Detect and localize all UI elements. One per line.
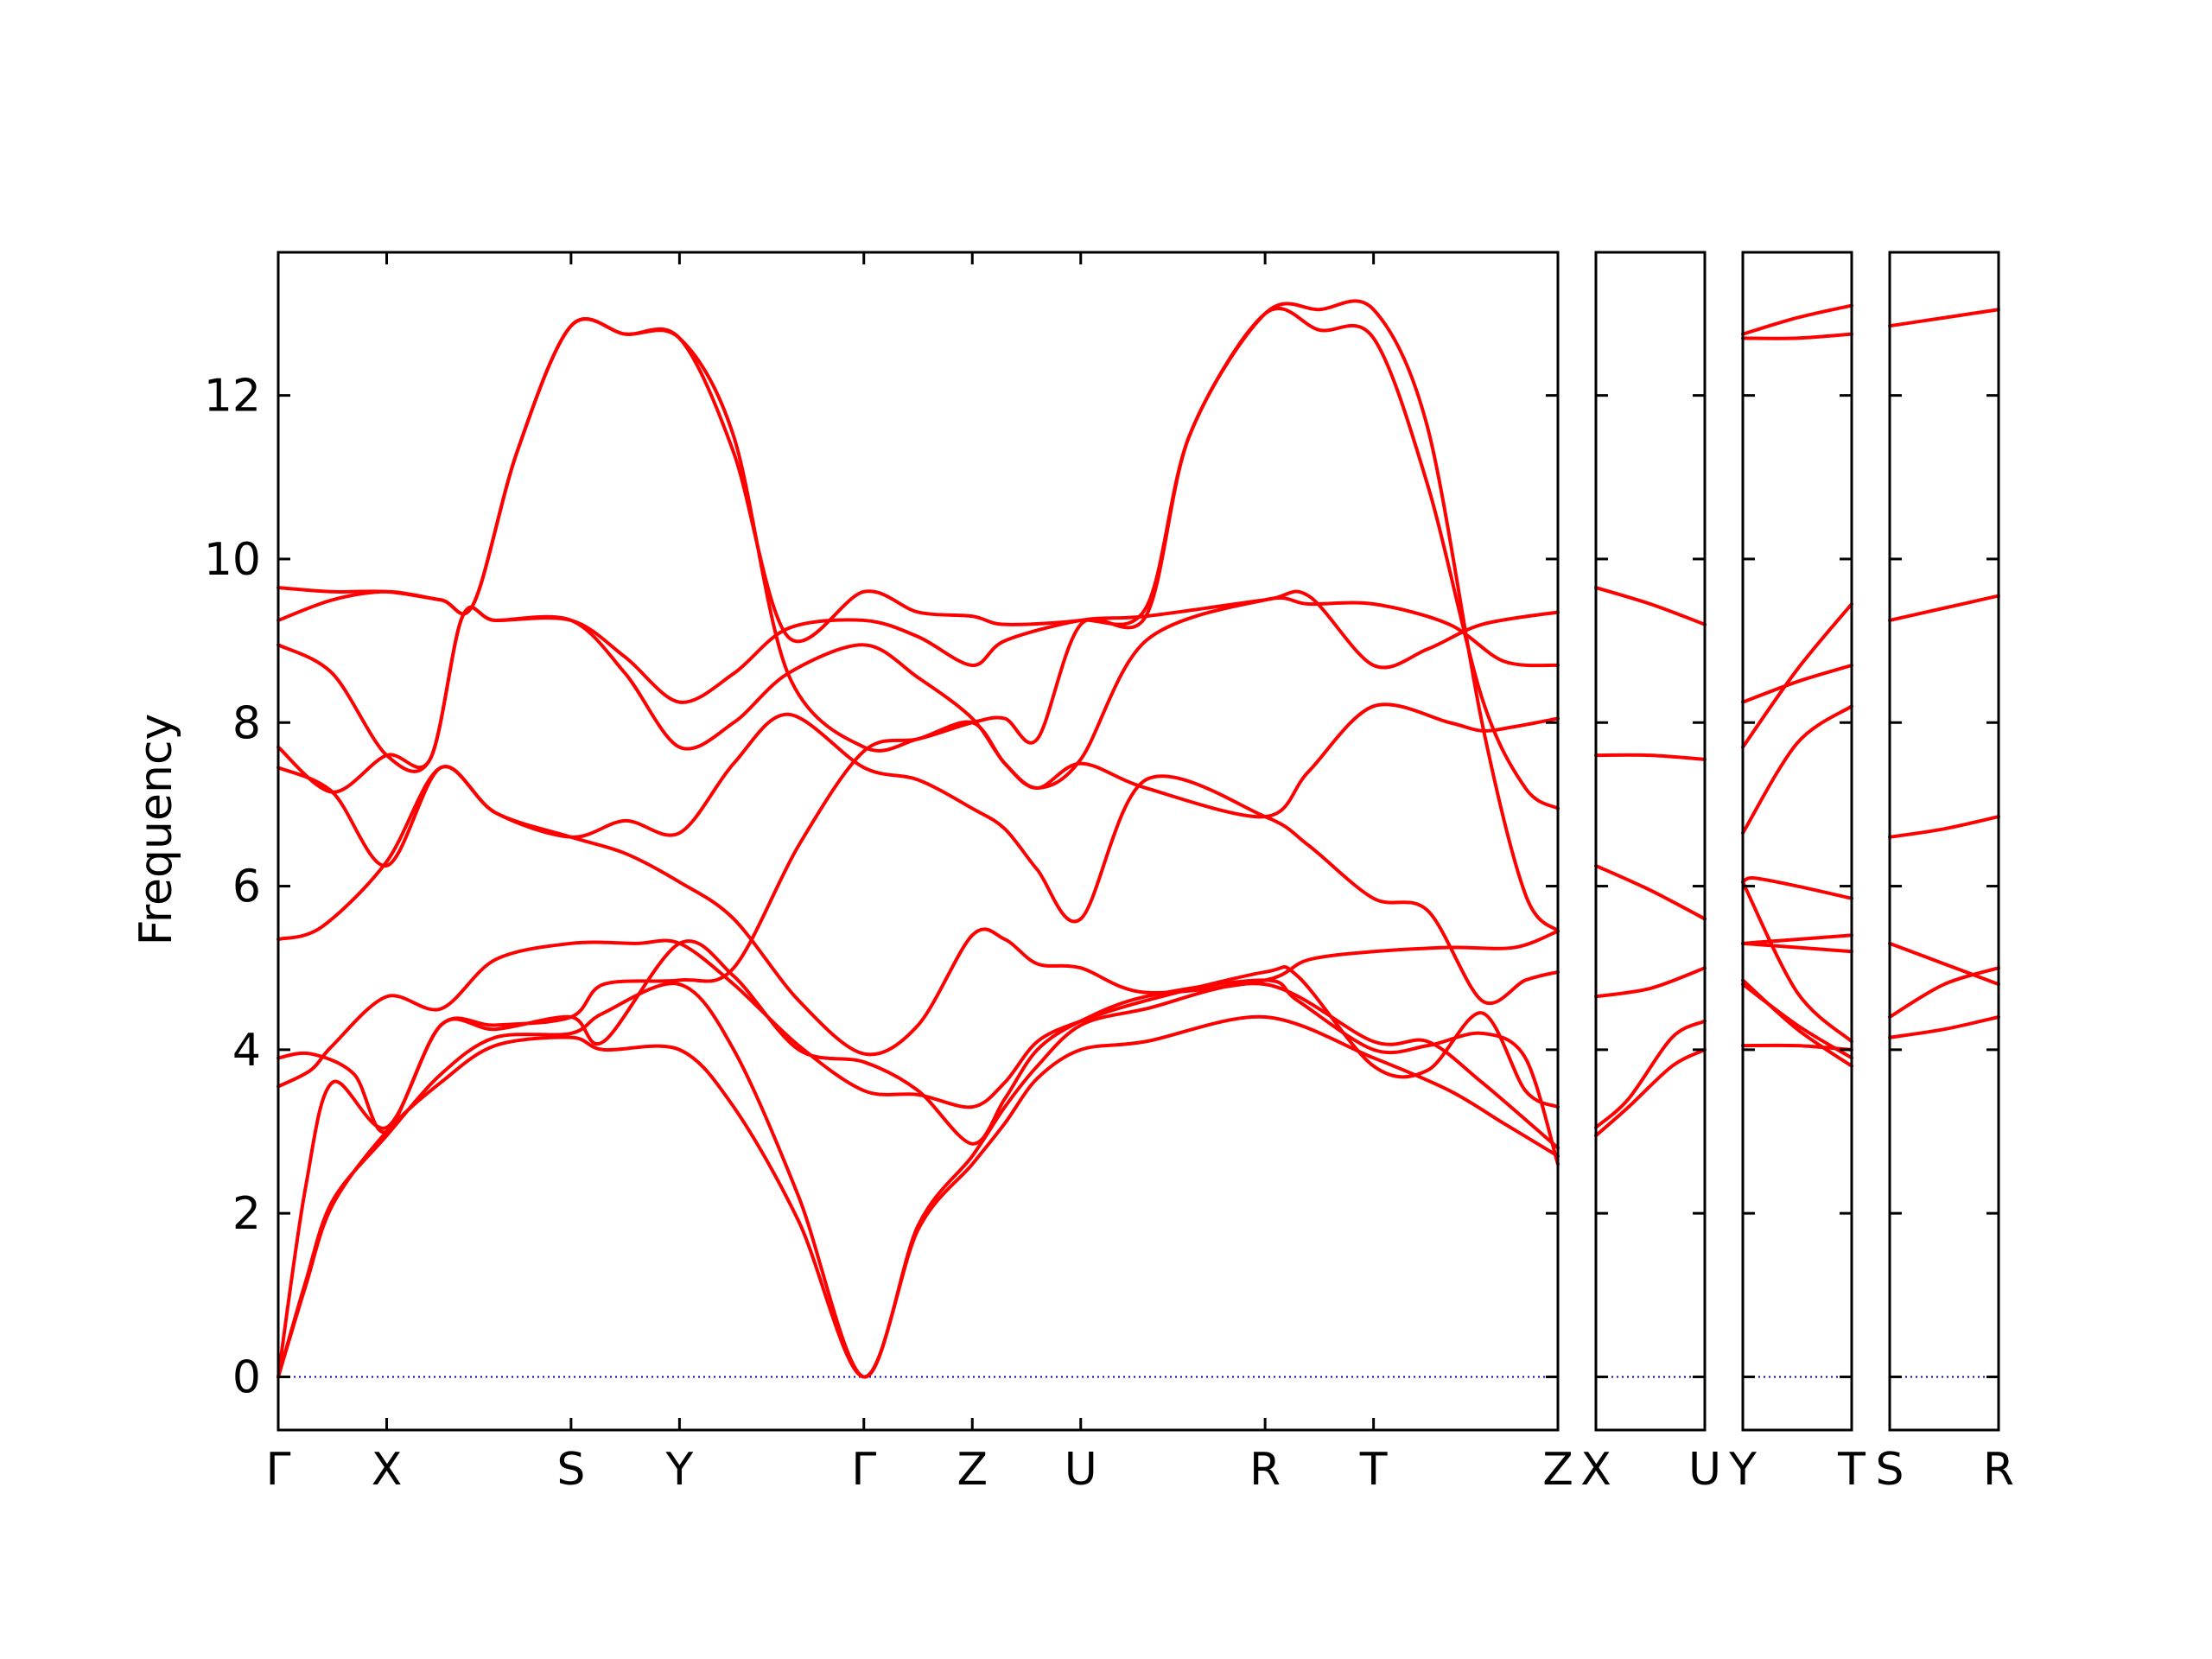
- band-X-U-5: [1594, 753, 1707, 761]
- band-S-R-1: [1888, 1015, 2000, 1039]
- band-main-5: [276, 939, 1560, 1166]
- y-tick-label: 12: [204, 371, 261, 423]
- x-tick-label: R: [1983, 1444, 2014, 1496]
- band-Y-T-4: [1741, 941, 1853, 954]
- panel-main: 0 2 4 6 8 10 12 Γ X S Y Γ Z U R T Z: [204, 251, 1573, 1496]
- band-S-R-6: [1888, 308, 2000, 328]
- band-Y-T-5: [1741, 933, 1853, 945]
- band-Y-T-8: [1741, 704, 1853, 836]
- band-main-9: [276, 589, 1560, 773]
- band-X-U-1: [1594, 1047, 1707, 1138]
- panel-frame: [276, 251, 1560, 1432]
- x-tick-label: Γ: [266, 1444, 291, 1496]
- band-S-R-4: [1888, 815, 2000, 839]
- band-X-U-6: [1594, 586, 1707, 626]
- panel-frame: [1888, 251, 2000, 1432]
- band-Y-T-10: [1741, 664, 1853, 704]
- y-axis-label: Frequency: [130, 714, 182, 946]
- band-S-R-5: [1888, 594, 2000, 622]
- band-main-7: [276, 712, 1560, 1005]
- x-tick-label: Γ: [851, 1444, 876, 1496]
- band-main-1: [276, 1014, 1560, 1379]
- band-S-R-2: [1888, 966, 2000, 1019]
- x-tick-label: X: [372, 1444, 403, 1496]
- x-tick-label: S: [556, 1444, 585, 1496]
- panel-frame: [1741, 251, 1853, 1432]
- band-S-R-3: [1888, 941, 2000, 987]
- band-main-8: [276, 596, 1560, 794]
- band-X-U-3: [1594, 966, 1707, 999]
- band-X-U-4: [1594, 863, 1707, 921]
- band-Y-T-6: [1741, 880, 1853, 1044]
- y-tick-label: 10: [204, 534, 261, 586]
- x-tick-label: Y: [664, 1444, 693, 1496]
- x-tick-label: T: [1359, 1444, 1388, 1496]
- y-tick-label: 4: [232, 1025, 261, 1077]
- band-Y-T-11: [1741, 332, 1853, 340]
- x-tick-label: T: [1837, 1444, 1866, 1496]
- band-main-2: [276, 982, 1560, 1379]
- y-axis-label-group: Frequency: [130, 714, 182, 946]
- y-tick-label: 0: [232, 1351, 261, 1403]
- x-tick-label: Y: [1728, 1444, 1757, 1496]
- y-tick-label: 2: [232, 1188, 261, 1240]
- x-tick-label: Z: [957, 1444, 988, 1496]
- band-Y-T-7: [1741, 876, 1853, 900]
- panel-frame: [1594, 251, 1707, 1432]
- band-Y-T-2: [1741, 978, 1853, 1068]
- x-tick-label: U: [1065, 1444, 1097, 1496]
- x-tick-label: S: [1875, 1444, 1904, 1496]
- band-main-6: [276, 765, 1560, 1057]
- x-tick-label: U: [1688, 1444, 1721, 1496]
- x-tick-label: R: [1249, 1444, 1281, 1496]
- y-tick-label: 8: [232, 697, 261, 749]
- band-main-3: [276, 702, 1560, 1379]
- x-tick-label: X: [1580, 1444, 1611, 1496]
- band-main-10: [276, 306, 1560, 810]
- band-Y-T-3: [1741, 982, 1853, 1060]
- band-X-U-2: [1594, 1019, 1707, 1129]
- y-tick-label: 6: [232, 861, 261, 913]
- band-Y-T-12: [1741, 303, 1853, 336]
- band-main-11: [276, 299, 1560, 933]
- band-Y-T-9: [1741, 602, 1853, 749]
- x-tick-label: Z: [1542, 1444, 1573, 1496]
